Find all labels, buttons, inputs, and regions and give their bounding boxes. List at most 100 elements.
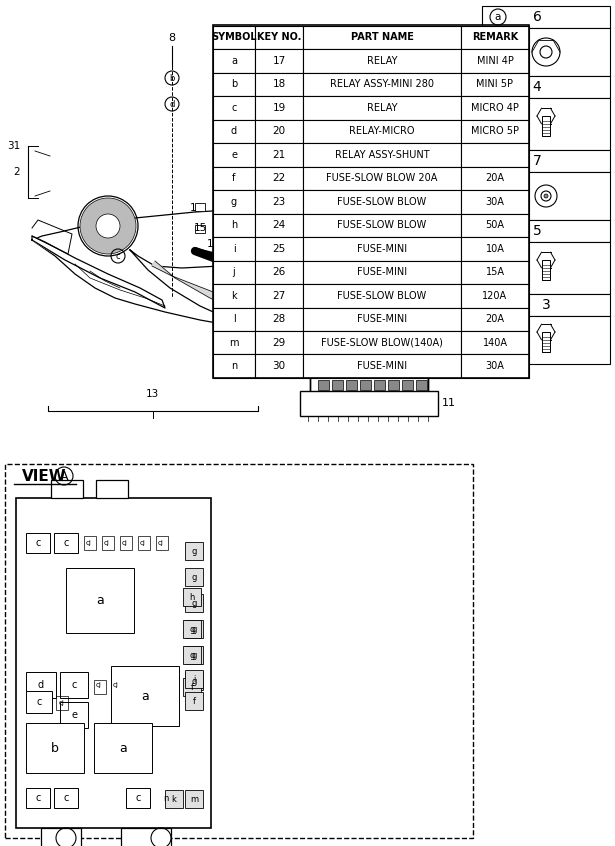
Bar	[60, 702, 88, 728]
Bar	[335, 260, 341, 270]
Text: VIEW: VIEW	[22, 469, 66, 484]
Text: RELAY ASSY-SHUNT: RELAY ASSY-SHUNT	[335, 150, 429, 160]
Bar	[346, 369, 357, 378]
Text: 28: 28	[272, 314, 285, 324]
Text: l: l	[232, 314, 236, 324]
Text: g: g	[191, 677, 197, 685]
Text: h: h	[189, 592, 195, 602]
Bar	[348, 294, 353, 299]
Text: A: A	[60, 470, 68, 482]
Bar	[482, 98, 610, 150]
Bar	[5, 464, 473, 838]
Bar	[26, 533, 50, 553]
Text: b: b	[51, 741, 59, 755]
Text: cj: cj	[59, 700, 65, 706]
Text: 30: 30	[272, 361, 285, 371]
Bar	[397, 294, 402, 299]
Text: FUSE-SLOW BLOW: FUSE-SLOW BLOW	[338, 291, 427, 300]
Bar	[185, 672, 203, 690]
Text: d: d	[38, 680, 44, 690]
Bar	[461, 213, 529, 237]
Text: c: c	[63, 793, 69, 803]
Text: 20A: 20A	[485, 314, 504, 324]
Bar	[404, 301, 409, 307]
Bar	[213, 213, 255, 237]
Text: 16: 16	[207, 239, 220, 249]
Text: REMARK: REMARK	[472, 32, 518, 42]
Bar	[94, 723, 152, 773]
Bar	[303, 354, 461, 378]
Bar	[318, 380, 329, 390]
Text: 6: 6	[533, 10, 541, 24]
Text: g: g	[191, 598, 197, 607]
Bar	[66, 568, 134, 633]
Text: f: f	[191, 683, 194, 691]
Text: g: g	[191, 547, 197, 556]
Bar	[138, 536, 150, 550]
Bar	[255, 213, 303, 237]
Circle shape	[342, 184, 394, 236]
Bar	[367, 272, 373, 284]
Bar	[185, 670, 203, 688]
Bar	[303, 167, 461, 190]
Text: FUSE-MINI: FUSE-MINI	[357, 244, 407, 254]
Bar	[26, 691, 52, 713]
Bar	[111, 666, 179, 726]
Text: FUSE-SLOW BLOW 20A: FUSE-SLOW BLOW 20A	[327, 173, 438, 184]
Bar	[166, 794, 176, 806]
Bar	[402, 369, 413, 378]
Bar	[461, 25, 529, 49]
Bar	[41, 828, 81, 846]
Bar	[213, 354, 255, 378]
Text: g: g	[191, 624, 197, 634]
Bar	[351, 272, 357, 284]
Bar	[156, 536, 168, 550]
Bar	[461, 73, 529, 96]
Bar	[84, 536, 96, 550]
Circle shape	[96, 214, 120, 238]
Bar	[351, 260, 357, 270]
Text: 30A: 30A	[486, 361, 504, 371]
Text: cj: cj	[113, 682, 119, 688]
Bar	[213, 167, 255, 190]
Bar	[255, 307, 303, 331]
Bar	[482, 28, 610, 76]
Text: 8: 8	[169, 33, 175, 43]
Bar	[303, 213, 461, 237]
Bar	[461, 307, 529, 331]
Bar	[303, 190, 461, 213]
Bar	[255, 119, 303, 143]
Text: 29: 29	[272, 338, 285, 348]
Bar	[388, 380, 399, 390]
Bar	[213, 119, 255, 143]
Text: i: i	[232, 244, 236, 254]
Bar	[255, 167, 303, 190]
Bar	[359, 260, 365, 270]
Text: PART NAME: PART NAME	[351, 32, 413, 42]
Text: FUSE-SLOW BLOW(140A): FUSE-SLOW BLOW(140A)	[321, 338, 443, 348]
Bar	[213, 237, 255, 261]
Bar	[416, 380, 427, 390]
Text: a: a	[231, 56, 237, 66]
Text: e: e	[231, 150, 237, 160]
Text: 26: 26	[272, 267, 285, 277]
Bar	[185, 594, 203, 612]
Bar	[461, 49, 529, 73]
Bar	[482, 242, 610, 294]
Bar	[330, 250, 390, 288]
Bar	[362, 294, 367, 299]
Bar	[255, 73, 303, 96]
Text: A: A	[362, 317, 370, 327]
Bar	[303, 119, 461, 143]
Text: cj: cj	[96, 682, 102, 688]
Bar	[303, 261, 461, 284]
Bar	[185, 646, 203, 664]
Text: 19: 19	[272, 102, 285, 113]
Text: b: b	[169, 74, 175, 83]
Text: g: g	[189, 651, 195, 660]
Bar	[362, 301, 367, 307]
Bar	[369, 294, 374, 299]
Bar	[303, 96, 461, 119]
Text: a: a	[141, 689, 149, 702]
Bar	[397, 301, 402, 307]
